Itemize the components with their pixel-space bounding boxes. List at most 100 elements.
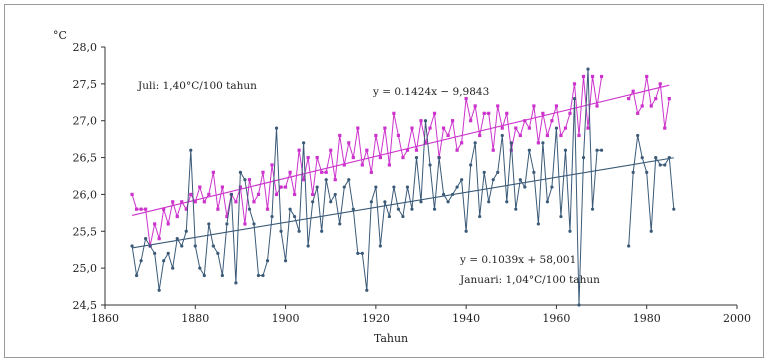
data-point-januari <box>581 155 586 160</box>
data-point-januari <box>577 303 581 307</box>
data-point-januari <box>419 200 423 204</box>
data-point-juli <box>527 126 531 130</box>
data-point-juli <box>342 163 346 167</box>
data-point-januari <box>306 244 310 248</box>
data-point-januari <box>478 214 482 219</box>
data-point-juli <box>410 126 414 130</box>
data-point-juli <box>599 74 604 79</box>
data-point-januari <box>518 178 522 182</box>
data-point-juli <box>649 104 653 108</box>
data-point-januari <box>500 133 504 138</box>
x-tick-label: 1940 <box>452 312 480 325</box>
data-point-januari <box>667 155 671 160</box>
data-point-juli <box>189 192 193 197</box>
data-point-januari <box>342 185 346 189</box>
data-point-juli <box>568 111 572 115</box>
trend-equation-januari: y = 0.1039x + 58,001 <box>459 254 576 266</box>
y-tick-label: 24,5 <box>73 299 98 312</box>
data-series <box>130 67 676 307</box>
data-point-juli <box>347 141 351 145</box>
data-point-juli <box>211 170 215 174</box>
data-point-juli <box>238 185 243 189</box>
data-point-januari <box>509 141 513 145</box>
data-point-juli <box>225 214 229 219</box>
data-point-juli <box>428 126 432 130</box>
data-point-juli <box>509 148 513 152</box>
trendline-juli <box>131 84 670 216</box>
data-point-januari <box>207 222 211 226</box>
data-point-juli <box>663 126 667 130</box>
data-point-januari <box>541 141 545 145</box>
data-point-januari <box>311 200 315 204</box>
data-point-juli <box>432 111 437 115</box>
data-point-januari <box>333 192 337 197</box>
data-point-januari <box>378 244 382 248</box>
data-point-januari <box>202 273 206 278</box>
data-point-juli <box>247 178 252 182</box>
data-point-juli <box>401 155 405 160</box>
data-point-juli <box>595 104 599 108</box>
data-point-juli <box>234 200 238 204</box>
data-point-juli <box>139 207 143 211</box>
x-tick-label: 1960 <box>542 312 570 325</box>
data-point-januari <box>514 207 518 211</box>
data-point-juli <box>460 141 464 145</box>
data-point-januari <box>225 222 229 226</box>
data-point-januari <box>256 273 261 278</box>
data-point-juli <box>640 104 644 108</box>
data-point-januari <box>148 244 152 248</box>
data-point-juli <box>446 133 450 138</box>
data-point-januari <box>265 259 270 263</box>
data-point-januari <box>351 207 355 211</box>
data-point-januari <box>153 251 157 255</box>
data-point-januari <box>645 170 649 174</box>
data-point-januari <box>464 229 468 233</box>
data-point-juli <box>180 200 184 204</box>
data-point-januari <box>523 185 527 189</box>
data-point-juli <box>496 104 500 108</box>
data-point-juli <box>464 97 468 101</box>
data-point-juli <box>545 133 549 138</box>
data-point-januari <box>460 178 464 182</box>
data-point-januari <box>130 244 134 248</box>
data-point-januari <box>180 244 184 248</box>
data-point-juli <box>166 222 170 226</box>
y-tick-label: 26,0 <box>73 188 98 201</box>
data-point-juli <box>396 133 401 138</box>
data-point-juli <box>550 119 554 123</box>
data-point-januari <box>559 214 563 219</box>
data-point-januari <box>247 207 252 211</box>
data-point-januari <box>175 237 179 241</box>
data-point-juli <box>270 163 274 167</box>
data-point-januari <box>279 229 283 233</box>
annotation-januari-rate: Januari: 1,04°C/100 tahun <box>459 274 600 286</box>
data-point-juli <box>297 148 301 152</box>
data-point-januari <box>414 155 419 160</box>
data-point-januari <box>432 207 437 211</box>
data-point-januari <box>347 178 351 182</box>
data-point-juli <box>518 133 522 138</box>
data-point-januari <box>532 170 536 174</box>
x-tick-label: 2000 <box>723 312 751 325</box>
data-point-januari <box>640 155 644 160</box>
trendlines <box>131 84 674 249</box>
data-point-januari <box>270 214 274 219</box>
data-point-juli <box>441 126 446 130</box>
data-point-juli <box>559 133 563 138</box>
data-point-januari <box>261 273 265 278</box>
data-point-juli <box>541 111 545 115</box>
data-point-januari <box>216 251 220 255</box>
x-tick-label: 1860 <box>91 312 119 325</box>
data-point-januari <box>338 222 342 226</box>
chart-labels: Juli: 1,40°C/100 tahun y = 0.1424x − 9,98… <box>137 80 600 286</box>
data-point-januari <box>157 288 161 292</box>
data-point-januari <box>234 281 238 285</box>
y-tick-label: 26,5 <box>73 152 98 165</box>
data-point-januari <box>505 200 509 204</box>
data-point-juli <box>216 207 220 211</box>
data-point-juli <box>514 126 518 130</box>
data-point-januari <box>554 126 559 130</box>
data-point-juli <box>207 192 211 197</box>
data-point-januari <box>283 259 288 263</box>
data-point-juli <box>302 178 306 182</box>
